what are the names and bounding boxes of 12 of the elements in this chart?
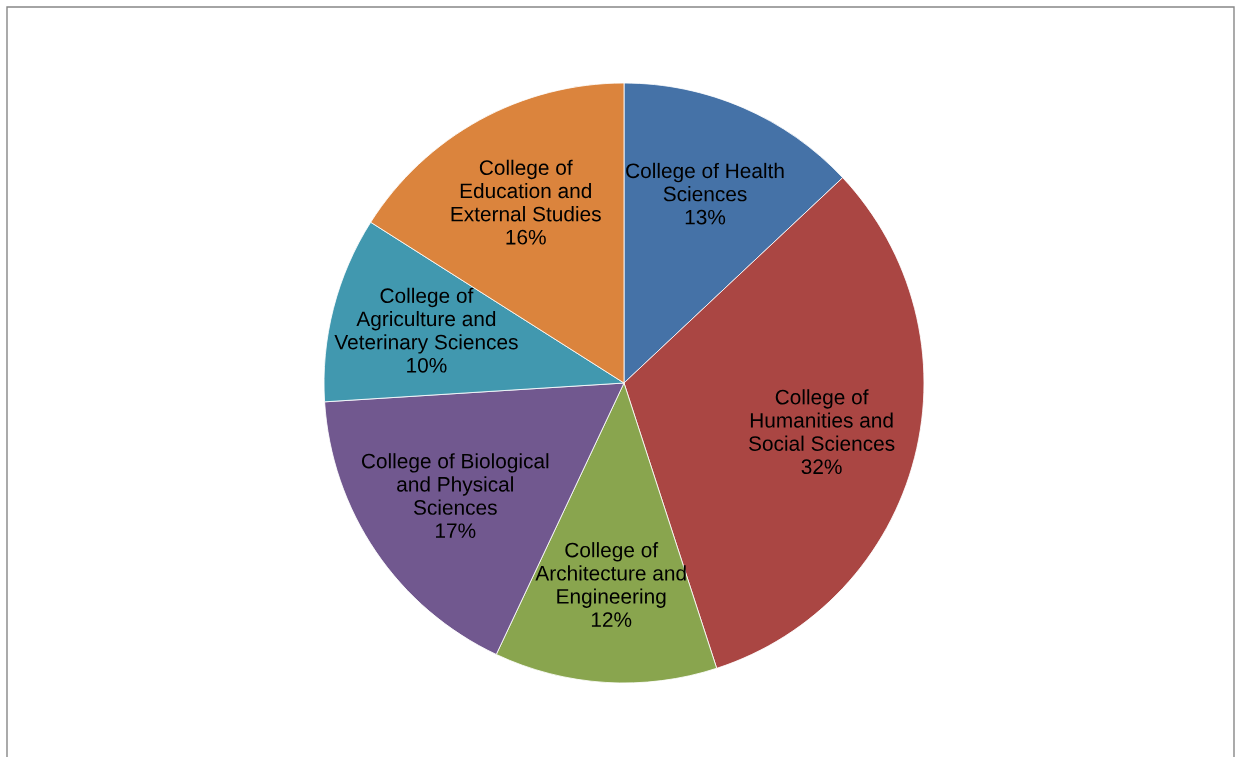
slice-label: College of Agriculture and Veterinary Sciences	[334, 287, 518, 354]
slice-label: College of Humanities and Social Sciences	[749, 389, 895, 451]
data-label: 10%	[407, 357, 447, 373]
slice-label: College of Health Sciences	[626, 162, 784, 202]
slice-label: College of Biological and Physical Sciences	[361, 453, 549, 515]
data-label: 32%	[801, 459, 842, 475]
data-label: 17%	[436, 523, 476, 538]
data-label: 16%	[506, 229, 546, 245]
slice-label: College of Education and External Studies	[451, 159, 601, 222]
data-label: 12%	[591, 612, 632, 627]
slice-label: College of Architecture and Engineering	[535, 542, 686, 608]
data-label: 13%	[685, 209, 726, 225]
